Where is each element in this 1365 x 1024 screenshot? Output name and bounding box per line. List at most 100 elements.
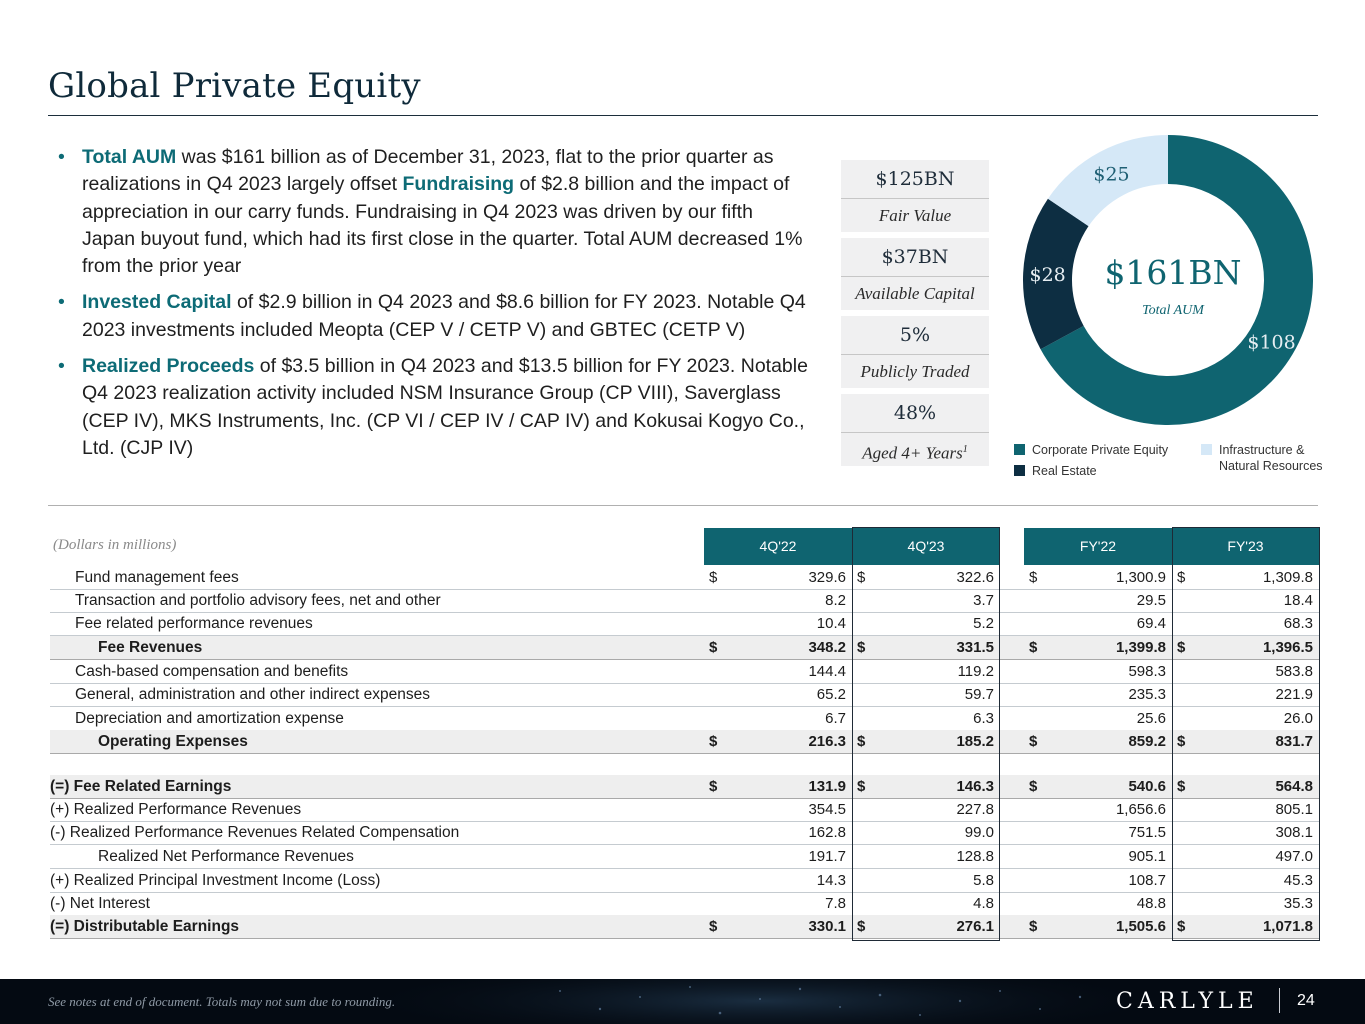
cell-value: 65.2 (816, 686, 846, 703)
table-cell: $1,399.8 (1024, 636, 1172, 659)
cell-value: 191.7 (808, 848, 846, 865)
footer-note: See notes at end of document. Totals may… (48, 994, 396, 1009)
bullet-text: was $161 billion as of December 31, 2023… (82, 146, 774, 196)
bullet-invested-capital: • Invested Capital of $2.9 billion in Q4… (58, 289, 810, 344)
cell-value: 497.0 (1275, 848, 1313, 865)
currency-symbol: $ (1029, 569, 1038, 586)
table-cell: 308.1 (1172, 821, 1319, 844)
cell-value: 831.7 (1275, 733, 1313, 750)
cell-value: 99.0 (964, 824, 994, 841)
row-label: Transaction and portfolio advisory fees,… (75, 592, 441, 609)
table-cell: 6.7 (704, 707, 852, 730)
table-row: Realized Net Performance Revenues 191.7 12… (50, 845, 1319, 870)
cell-value: 6.3 (973, 710, 994, 727)
table-cell: $831.7 (1172, 730, 1319, 753)
table-cell: $1,071.8 (1172, 915, 1319, 938)
col-header-4q22: 4Q'22 (704, 528, 852, 565)
table-cell: 227.8 (852, 798, 1000, 821)
cell-value: 354.5 (808, 801, 846, 818)
table-row: (=) Fee Related Earnings $131.9 $146.3 $540… (50, 775, 1319, 800)
bullet-text: of $3.5 billion in Q4 2023 and $13.5 bil… (82, 355, 808, 459)
cell-value: 1,309.8 (1262, 569, 1313, 586)
currency-symbol: $ (857, 778, 866, 795)
table-cell: 25.6 (1024, 707, 1172, 730)
cell-value: 308.1 (1275, 824, 1313, 841)
cell-value: 1,505.6 (1115, 918, 1166, 935)
row-label: Fee Revenues (98, 639, 203, 656)
col-header-4q23: 4Q'23 (852, 528, 1000, 565)
cell-value: 540.6 (1128, 778, 1166, 795)
cell-value: 146.3 (956, 778, 994, 795)
table-cell: $348.2 (704, 636, 852, 659)
table-cell: $131.9 (704, 775, 852, 798)
cell-value: 14.3 (816, 872, 846, 889)
table-row: (+) Realized Performance Revenues 354.5 22… (50, 798, 1319, 823)
row-label: (=) Distributable Earnings (50, 918, 240, 935)
row-label: Depreciation and amortization expense (75, 710, 344, 727)
row-label: (=) Fee Related Earnings (50, 778, 232, 795)
table-cell: $1,300.9 (1024, 566, 1172, 589)
currency-symbol: $ (1177, 918, 1186, 935)
currency-symbol: $ (857, 639, 866, 656)
table-cell: 354.5 (704, 798, 852, 821)
table-cell: $216.3 (704, 730, 852, 753)
table-cell: 18.4 (1172, 589, 1319, 612)
cell-value: 329.6 (808, 569, 846, 586)
cell-value: 45.3 (1283, 872, 1313, 889)
donut-label-real-estate: $28 (1030, 264, 1066, 286)
currency-symbol: $ (1177, 778, 1186, 795)
stat-label: Publicly Traded (860, 362, 970, 381)
currency-symbol: $ (857, 918, 866, 935)
stat-aged: 48% Aged 4+ Years1 (841, 394, 989, 466)
table-cell: 162.8 (704, 821, 852, 844)
currency-symbol: $ (709, 778, 718, 795)
cell-value: 322.6 (956, 569, 994, 586)
legend-label: Corporate Private Equity (1032, 443, 1169, 457)
table-cell: 59.7 (852, 683, 1000, 706)
table-cell: 35.3 (1172, 892, 1319, 915)
currency-symbol: $ (1029, 639, 1038, 656)
legend-item-infrastructure: Infrastructure & (1201, 443, 1304, 457)
currency-symbol: $ (709, 569, 718, 586)
table-cell: 108.7 (1024, 869, 1172, 892)
cell-value: 59.7 (964, 686, 994, 703)
table-cell: 497.0 (1172, 845, 1319, 868)
cell-value: 331.5 (956, 639, 994, 656)
col-header-fy23: FY'23 (1172, 528, 1319, 565)
row-label: Cash-based compensation and benefits (75, 663, 349, 680)
cell-value: 4.8 (973, 895, 994, 912)
legend-swatch (1014, 444, 1025, 455)
currency-symbol: $ (857, 569, 866, 586)
legend-swatch (1201, 444, 1212, 455)
table-cell: 48.8 (1024, 892, 1172, 915)
table-cell: 751.5 (1024, 821, 1172, 844)
table-cell: 5.2 (852, 612, 1000, 635)
cell-value: 235.3 (1128, 686, 1166, 703)
table-cell: 905.1 (1024, 845, 1172, 868)
table-cell: $329.6 (704, 566, 852, 589)
legend-label: Real Estate (1032, 464, 1097, 478)
row-label: (+) Realized Principal Investment Income… (50, 872, 381, 889)
bullet-total-aum: • Total AUM was $161 billion as of Decem… (58, 144, 810, 280)
table-cell: 65.2 (704, 683, 852, 706)
legend-label-natural-resources: Natural Resources (1219, 459, 1323, 473)
donut-label-corporate-private-equity: $108 (1247, 332, 1295, 354)
table-cell: $1,396.5 (1172, 636, 1319, 659)
summary-bullets: • Total AUM was $161 billion as of Decem… (58, 144, 810, 471)
currency-symbol: $ (1177, 569, 1186, 586)
cell-value: 25.6 (1136, 710, 1166, 727)
table-cell: $540.6 (1024, 775, 1172, 798)
bullet-text: of $2.8 billion and the impact of apprec… (82, 173, 803, 278)
cell-value: 69.4 (1136, 615, 1166, 632)
table-cell: $330.1 (704, 915, 852, 938)
row-label: Realized Net Performance Revenues (98, 848, 354, 865)
stat-label-text: Aged 4+ Years (862, 443, 963, 463)
table-cell: $859.2 (1024, 730, 1172, 753)
cell-value: 128.8 (956, 848, 994, 865)
cell-value: 35.3 (1283, 895, 1313, 912)
cell-value: 119.2 (957, 663, 994, 680)
cell-value: 1,656.6 (1115, 801, 1166, 818)
table-cell: 69.4 (1024, 612, 1172, 635)
cell-value: 583.8 (1275, 663, 1313, 680)
table-row: Fee Revenues $348.2 $331.5 $1,399.8 $1,396.5 (50, 636, 1319, 661)
